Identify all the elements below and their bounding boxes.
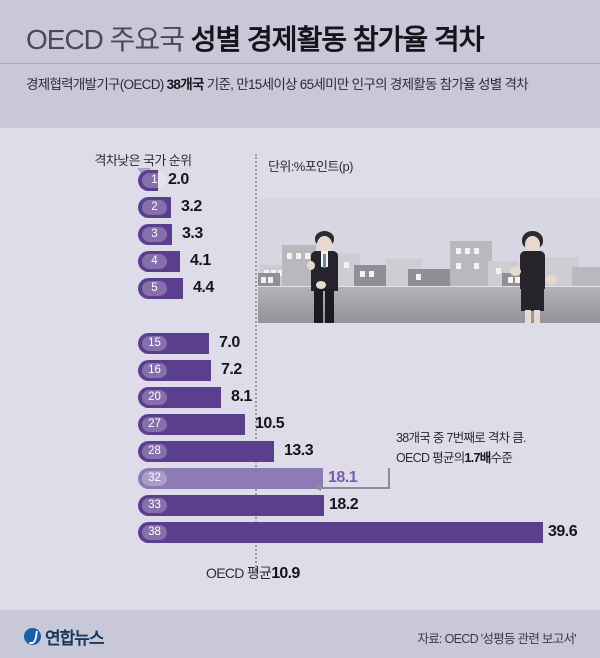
bar: 15 xyxy=(138,333,209,354)
value-label: 7.0 xyxy=(219,334,240,351)
annotation-connector-vertical xyxy=(388,468,390,488)
annotation-connector-horizontal xyxy=(320,487,390,489)
header: OECD 주요국 성별 경제활동 참가율 격차 xyxy=(0,0,600,64)
oecd-average-label: OECD 평균10.9 xyxy=(206,563,300,583)
source-label: 자료: OECD '성평등 관련 보고서' xyxy=(417,632,576,646)
value-label: 8.1 xyxy=(231,388,252,405)
subtitle: 경제협력개발기구(OECD) 38개국 기준, 만15세이상 65세미만 인구의… xyxy=(26,74,571,95)
rank-badge: 3 xyxy=(142,227,167,242)
oecd-average-text: OECD 평균 xyxy=(206,565,272,581)
chart-panel: 격차낮은 국가 순위 단위:%포인트(p) xyxy=(0,128,600,610)
oecd-average-value: 10.9 xyxy=(271,565,300,582)
value-label: 18.1 xyxy=(328,469,358,486)
rank-badge: 27 xyxy=(142,417,167,432)
rank-badge: 28 xyxy=(142,444,167,459)
rank-badge: 5 xyxy=(142,281,167,296)
annotation-callout: 38개국 중 7번째로 격차 큼. OECD 평균의1.7배수준 xyxy=(396,428,527,468)
bar: 5 xyxy=(138,278,183,299)
value-label: 13.3 xyxy=(284,442,314,459)
page-title-thin: OECD 주요국 xyxy=(26,24,185,55)
value-label: 7.2 xyxy=(221,361,242,378)
bar: 16 xyxy=(138,360,211,381)
annotation-line-2-emphasis: 1.7배 xyxy=(464,451,492,465)
value-label: 2.0 xyxy=(168,171,189,188)
page-title: OECD 주요국 성별 경제활동 참가율 격차 xyxy=(26,18,485,58)
header-divider xyxy=(0,63,600,64)
value-label: 4.1 xyxy=(190,252,211,269)
subtitle-part-c: 기준, 만15세이상 65세미만 인구의 경제활동 참가율 성별 격차 xyxy=(203,77,529,92)
bar: 1 xyxy=(138,170,167,191)
bar: 32 xyxy=(138,468,323,489)
building-7 xyxy=(408,269,456,287)
annotation-arrow-icon xyxy=(313,483,321,491)
subtitle-part-a: 경제협력개발기구(OECD) xyxy=(26,77,167,92)
building-12 xyxy=(572,267,600,287)
rank-badge: 15 xyxy=(142,336,167,351)
yonhap-logo[interactable]: 연합뉴스 xyxy=(24,624,105,649)
rank-badge: 2 xyxy=(142,200,167,215)
unit-label: 단위:%포인트(p) xyxy=(268,159,353,174)
value-label: 18.2 xyxy=(329,496,359,513)
value-label: 4.4 xyxy=(193,279,214,296)
yonhap-logo-text: 연합뉴스 xyxy=(45,629,105,648)
rank-badge: 33 xyxy=(142,498,167,513)
annotation-line-2-a: OECD 평균의 xyxy=(396,451,465,465)
rank-badge: 16 xyxy=(142,363,167,378)
value-label: 3.2 xyxy=(181,198,202,215)
rank-badge: 20 xyxy=(142,390,167,405)
illustration-cityscape xyxy=(258,198,600,323)
illustration-person-female xyxy=(504,231,560,323)
value-label: 10.5 xyxy=(255,415,285,432)
rank-badge: 38 xyxy=(142,525,167,540)
rank-badge: 1 xyxy=(142,173,167,188)
annotation-line-2-c: 수준 xyxy=(490,451,513,465)
rank-header-label: 격차낮은 국가 순위 xyxy=(94,153,193,168)
bar: 38 xyxy=(138,522,543,543)
yonhap-mark-icon xyxy=(24,628,41,645)
value-label: 3.3 xyxy=(182,225,203,242)
bar: 4 xyxy=(138,251,180,272)
illustration-person-male xyxy=(302,231,346,323)
bar: 3 xyxy=(138,224,172,245)
building-8 xyxy=(450,241,492,287)
bar: 2 xyxy=(138,197,171,218)
subtitle-emphasis: 38개국 xyxy=(166,77,205,92)
bar: 33 xyxy=(138,495,324,516)
bar: 27 xyxy=(138,414,245,435)
annotation-line-2: OECD 평균의1.7배수준 xyxy=(396,448,526,468)
annotation-line-1: 38개국 중 7번째로 격차 큼. xyxy=(396,431,527,445)
footer: 연합뉴스 자료: OECD '성평등 관련 보고서' xyxy=(0,610,600,658)
oecd-average-gridline xyxy=(255,154,257,574)
rank-badge: 32 xyxy=(142,471,167,486)
bar: 20 xyxy=(138,387,221,408)
page-title-bold: 성별 경제활동 참가율 격차 xyxy=(190,24,485,55)
bar: 28 xyxy=(138,441,274,462)
rank-badge: 4 xyxy=(142,254,167,269)
building-3 xyxy=(258,273,280,287)
building-5 xyxy=(354,265,388,287)
value-label: 39.6 xyxy=(548,523,578,540)
